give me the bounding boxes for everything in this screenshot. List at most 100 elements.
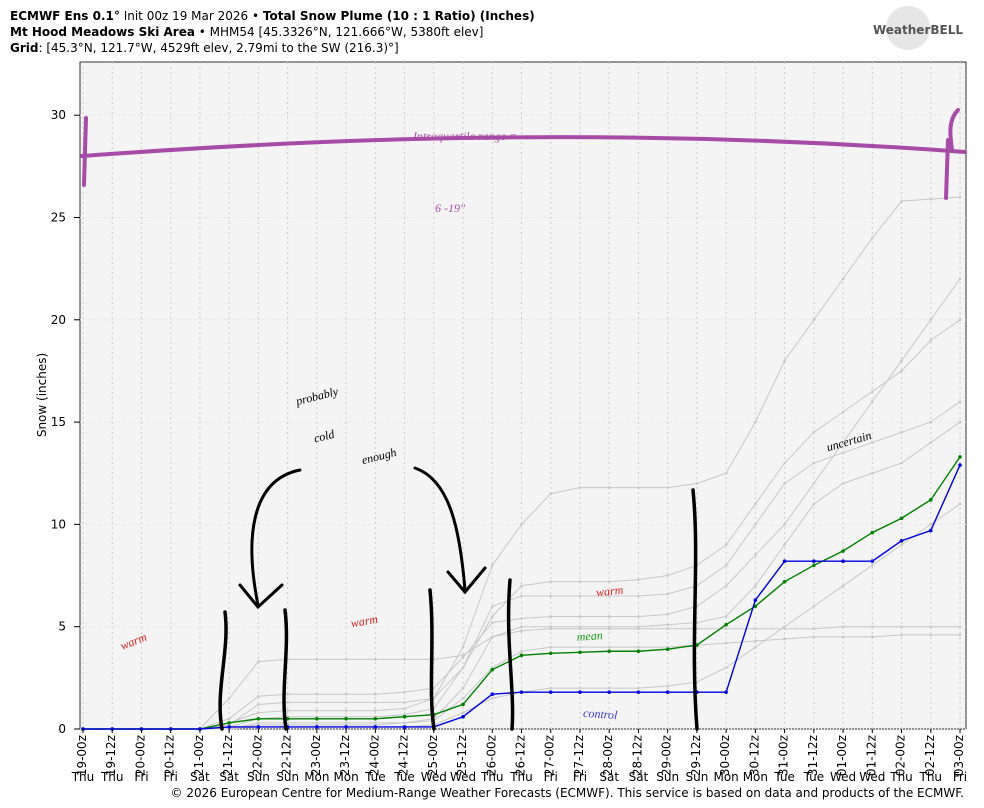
point [666, 613, 669, 616]
point [871, 564, 874, 567]
day-label: Thu [509, 770, 533, 784]
point [812, 482, 816, 485]
point [753, 598, 758, 602]
point [578, 627, 582, 631]
point [520, 629, 523, 633]
title: ECMWF Ens 0.1° [10, 9, 120, 23]
point [812, 502, 816, 506]
day-label: Wed [421, 770, 447, 784]
grid [80, 62, 966, 730]
header-line-1: ECMWF Ens 0.1° Init 00z 19 Mar 2026 • To… [10, 9, 535, 23]
point [315, 725, 319, 729]
x-tick-label: 30-00z [718, 735, 732, 776]
x-tick-label: 20-00z [133, 735, 147, 776]
point [958, 400, 962, 403]
point [724, 584, 728, 588]
point [607, 580, 611, 583]
point [812, 318, 816, 322]
point [257, 721, 260, 725]
point [841, 277, 845, 281]
point [286, 701, 289, 704]
x-tick-label: 26-00z [484, 735, 498, 776]
point [490, 604, 494, 608]
x-tick-label: 23-00z [309, 735, 323, 776]
point [841, 549, 845, 553]
x-tick-label: 25-00z [426, 735, 440, 776]
point [812, 461, 816, 465]
day-label: Mon [304, 770, 329, 784]
point [783, 482, 786, 485]
point [929, 523, 933, 526]
header-line-3: Grid: [45.3°N, 121.7°W, 4529ft elev, 2.7… [10, 41, 399, 55]
point [841, 635, 845, 639]
y-tick-label: 25 [51, 210, 66, 224]
point [870, 559, 875, 564]
point [344, 658, 348, 661]
point [783, 625, 786, 628]
point [344, 721, 348, 725]
day-label: Wed [450, 770, 476, 784]
point [520, 649, 523, 653]
x-tick-label: 31-00z [777, 735, 791, 776]
point [315, 658, 319, 661]
point [724, 615, 728, 618]
point [754, 523, 757, 526]
point [666, 574, 669, 577]
point [256, 725, 261, 729]
point [958, 625, 962, 628]
point [841, 441, 845, 444]
point [490, 621, 494, 624]
point [520, 523, 523, 526]
point [871, 236, 874, 240]
point [549, 645, 553, 649]
point [461, 697, 465, 700]
point [929, 441, 933, 444]
day-label: Sat [629, 770, 649, 784]
point [958, 195, 962, 199]
annotation: control [583, 706, 619, 722]
x-tick-label: 28-12z [630, 735, 644, 776]
point [315, 716, 319, 721]
series [81, 195, 962, 731]
point [812, 563, 816, 568]
day-label: Thu [100, 770, 124, 784]
y-tick-label: 15 [51, 415, 66, 429]
point [490, 564, 494, 567]
day-label: Tue [773, 770, 795, 784]
point [578, 594, 582, 598]
point [929, 625, 933, 628]
day-label: Mon [713, 770, 738, 784]
point [373, 725, 378, 729]
point [344, 692, 348, 696]
point [374, 658, 377, 661]
plot-area [79, 61, 967, 730]
point [841, 559, 845, 564]
point [958, 502, 962, 506]
hand-drawing [80, 108, 967, 731]
x-tick-label: 25-12z [455, 735, 469, 776]
point [783, 637, 786, 641]
point [637, 486, 640, 489]
point [929, 318, 933, 322]
point [812, 431, 816, 434]
x-tick-label: 24-12z [397, 735, 411, 776]
point [607, 686, 611, 690]
point [958, 318, 962, 322]
point [403, 701, 406, 704]
x-tick-label: 23-12z [338, 735, 352, 776]
point [958, 463, 962, 467]
x-tick-label: 19-12z [104, 735, 118, 776]
point [637, 627, 640, 631]
point [286, 692, 289, 696]
point [783, 461, 786, 465]
point [257, 703, 260, 706]
x-tick-label: 02-12z [923, 735, 937, 776]
point [637, 578, 640, 581]
x-tick-label: 27-12z [572, 735, 586, 776]
arrow [413, 466, 487, 595]
point [607, 649, 611, 654]
point [578, 615, 582, 618]
y-tick-label: 20 [51, 313, 66, 327]
point [607, 645, 611, 649]
point [549, 580, 553, 583]
